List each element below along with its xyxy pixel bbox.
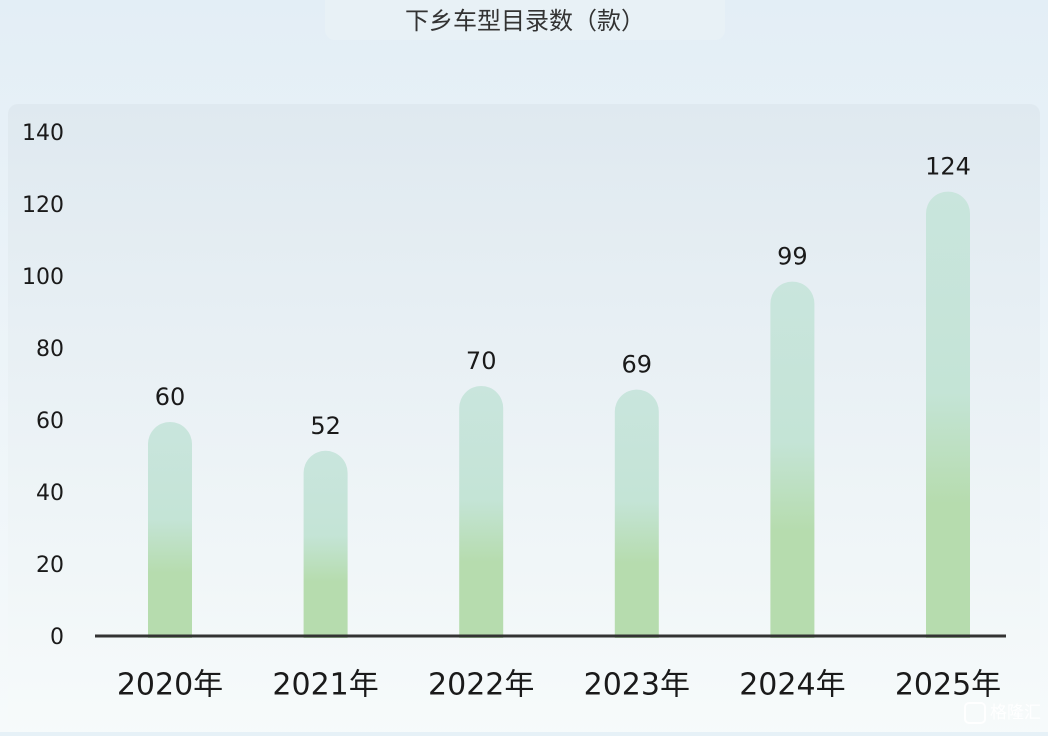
bar (770, 281, 815, 638)
x-tick-label: 2020年 (117, 668, 223, 703)
bar (303, 450, 348, 638)
value-label: 60 (155, 383, 186, 411)
y-tick-label: 0 (50, 625, 64, 650)
y-tick-label: 80 (36, 337, 64, 362)
watermark: 格隆汇 (990, 703, 1041, 723)
value-label: 70 (466, 347, 497, 375)
y-tick-label: 140 (22, 121, 64, 146)
x-tick-label: 2024年 (739, 668, 845, 703)
watermark-logo (964, 702, 986, 724)
x-tick-label: 2023年 (584, 668, 690, 703)
value-label: 124 (925, 153, 971, 181)
value-label: 99 (777, 243, 808, 271)
value-label: 69 (622, 351, 653, 379)
bar (148, 422, 192, 638)
y-tick-label: 120 (22, 193, 64, 218)
bar (926, 191, 970, 638)
chart-title: 下乡车型目录数（款） (405, 7, 645, 35)
title-box (325, 0, 725, 40)
y-tick-label: 20 (36, 553, 64, 578)
y-tick-label: 40 (36, 481, 64, 506)
y-tick-label: 100 (22, 265, 64, 290)
plot: 0 20 40 60 80 100 120 140 60 2020年 52 2021年 70 2022年 6… (22, 121, 1001, 703)
y-tick-label: 60 (36, 409, 64, 434)
x-tick-label: 2021年 (272, 668, 378, 703)
bar (614, 389, 659, 638)
x-tick-label: 2025年 (895, 668, 1001, 703)
value-label: 52 (310, 412, 341, 440)
bar (459, 386, 504, 638)
x-tick-label: 2022年 (428, 668, 534, 703)
